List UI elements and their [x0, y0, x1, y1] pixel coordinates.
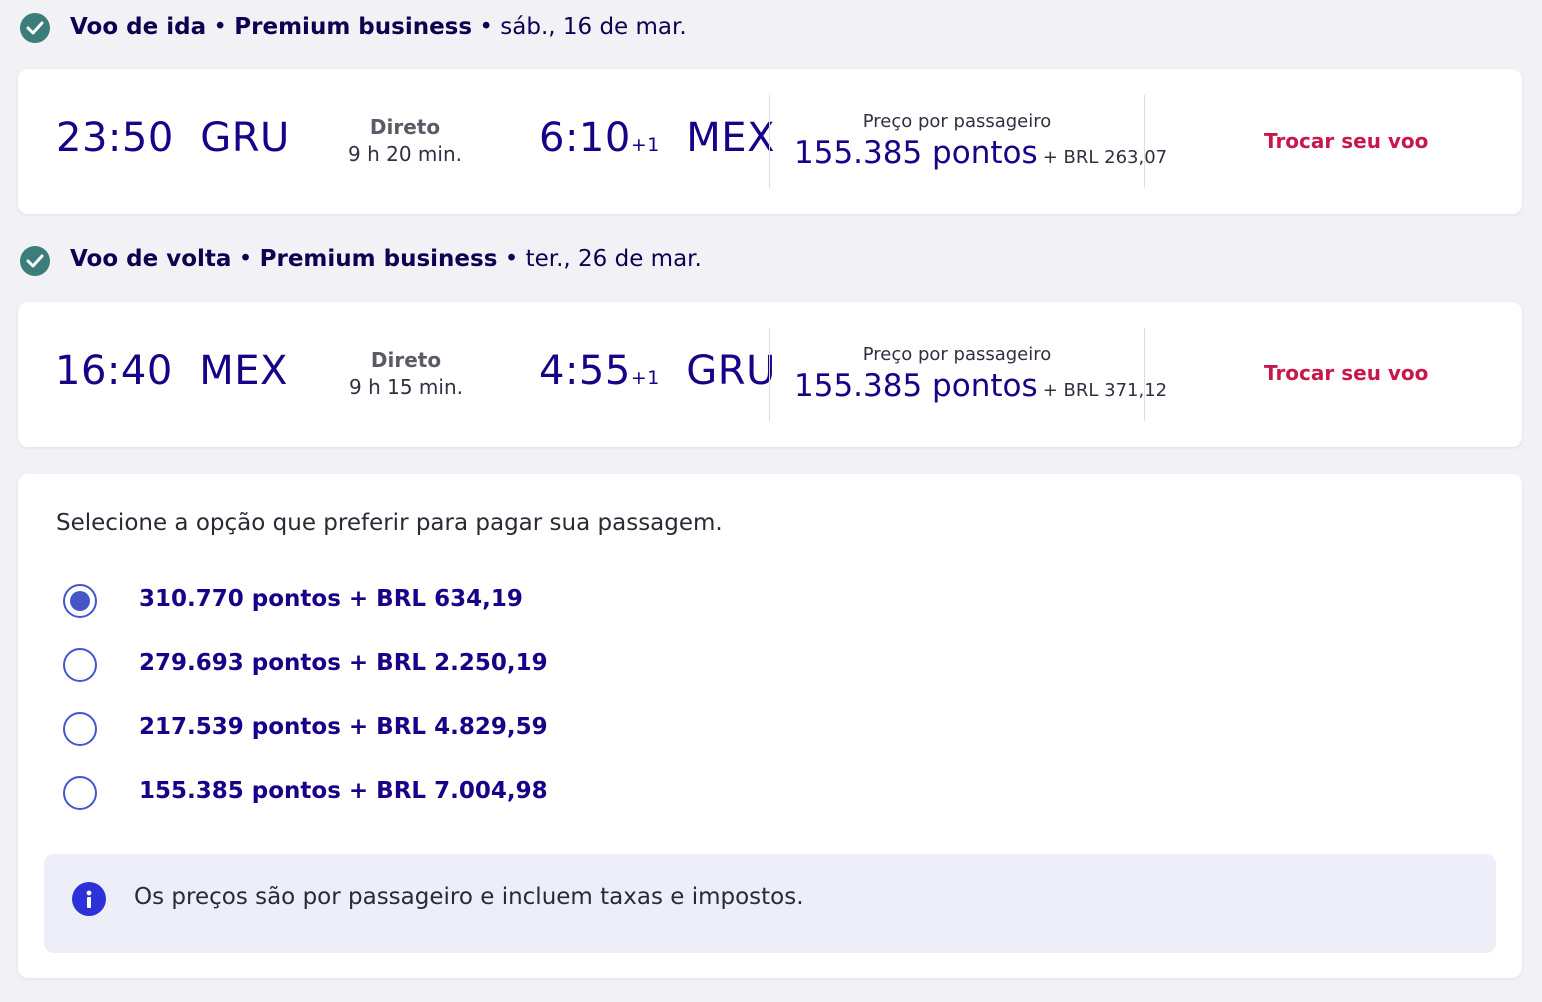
payment-option-radio-4[interactable] — [63, 776, 97, 810]
payment-option-label-1[interactable]: 310.770 pontos + BRL 634,19 — [139, 586, 523, 612]
payment-options-card: Selecione a opção que preferir para paga… — [18, 474, 1522, 978]
return-arrival-airport: GRU — [686, 348, 776, 394]
return-divider-right — [1144, 328, 1145, 421]
outbound-divider-right — [1144, 95, 1145, 188]
outbound-duration: 9 h 20 min. — [348, 142, 462, 166]
payment-intro-text: Selecione a opção que preferir para paga… — [56, 510, 723, 536]
outbound-arrival-time: 6:10 — [539, 115, 631, 161]
outbound-header-cabin: Premium business — [234, 14, 473, 40]
outbound-departure-airport: GRU — [200, 115, 290, 161]
payment-option-radio-2[interactable] — [63, 648, 97, 682]
info-text: Os preços são por passageiro e incluem t… — [134, 884, 804, 910]
return-arrival-time: 4:55 — [539, 348, 631, 394]
outbound-header: Voo de ida • Premium business • sáb., 16… — [70, 14, 687, 40]
return-price-label: Preço por passageiro — [862, 344, 1052, 365]
radio-selected-dot — [70, 591, 90, 611]
info-icon — [72, 882, 106, 916]
outbound-price: 155.385 pontos + BRL 263,07 — [794, 135, 1167, 171]
payment-option-radio-1[interactable] — [63, 584, 97, 618]
return-departure-time: 16:40 — [55, 348, 173, 394]
info-notice: Os preços são por passageiro e incluem t… — [44, 854, 1496, 953]
return-stops: Direto — [370, 348, 442, 372]
outbound-arrival-airport: MEX — [686, 115, 775, 161]
outbound-departure-time: 23:50 — [56, 115, 174, 161]
return-duration: 9 h 15 min. — [349, 375, 463, 399]
return-change-flight-link[interactable]: Trocar seu voo — [1264, 361, 1429, 385]
payment-option-label-4[interactable]: 155.385 pontos + BRL 7.004,98 — [139, 778, 548, 804]
return-divider-left — [769, 328, 770, 421]
return-flight-card: 16:40 MEX Direto 9 h 15 min. 4:55+1 GRU … — [18, 302, 1522, 447]
outbound-header-label: Voo de ida — [70, 14, 207, 40]
outbound-change-flight-link[interactable]: Trocar seu voo — [1264, 129, 1429, 153]
payment-option-radio-3[interactable] — [63, 712, 97, 746]
return-check-icon — [20, 246, 50, 276]
return-arrival: 4:55+1 GRU — [539, 348, 776, 394]
outbound-divider-left — [769, 95, 770, 188]
outbound-price-points: 155.385 pontos — [794, 135, 1038, 171]
return-price-points: 155.385 pontos — [794, 368, 1038, 404]
return-price: 155.385 pontos + BRL 371,12 — [794, 368, 1167, 404]
outbound-flight-card: 23:50 GRU Direto 9 h 20 min. 6:10+1 MEX … — [18, 69, 1522, 214]
payment-option-label-3[interactable]: 217.539 pontos + BRL 4.829,59 — [139, 714, 548, 740]
return-header-label: Voo de volta — [70, 246, 232, 272]
outbound-day-offset: +1 — [630, 134, 660, 156]
outbound-check-icon — [20, 13, 50, 43]
return-departure-airport: MEX — [199, 348, 288, 394]
outbound-price-label: Preço por passageiro — [862, 111, 1052, 132]
return-header-cabin: Premium business — [259, 246, 498, 272]
outbound-departure: 23:50 GRU — [56, 115, 290, 161]
outbound-header-date: sáb., 16 de mar. — [500, 14, 687, 40]
return-header-date: ter., 26 de mar. — [525, 246, 702, 272]
return-header: Voo de volta • Premium business • ter., … — [70, 246, 702, 272]
outbound-arrival: 6:10+1 MEX — [539, 115, 775, 161]
return-day-offset: +1 — [630, 367, 660, 389]
outbound-stops: Direto — [369, 115, 441, 139]
return-departure: 16:40 MEX — [55, 348, 288, 394]
payment-option-label-2[interactable]: 279.693 pontos + BRL 2.250,19 — [139, 650, 548, 676]
outbound-price-brl: + BRL 263,07 — [1042, 147, 1168, 168]
return-price-brl: + BRL 371,12 — [1042, 380, 1168, 401]
